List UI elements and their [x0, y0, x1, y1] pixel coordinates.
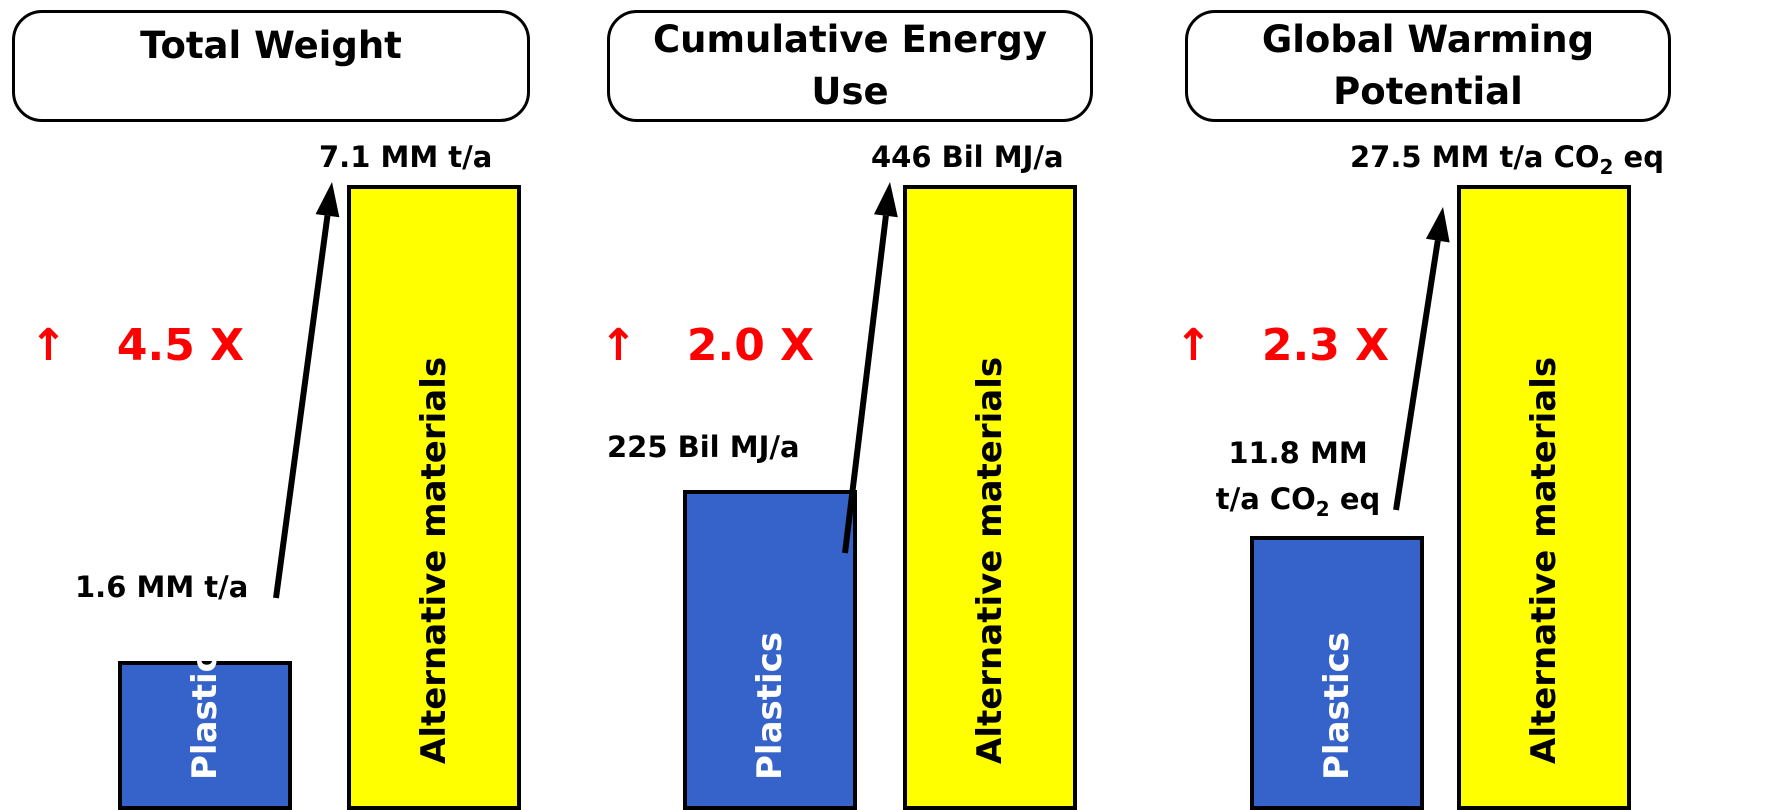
ratio-value: 2.0 X [686, 320, 815, 371]
bar-plastics: Plastics [1250, 536, 1424, 810]
chart-title: Cumulative Energy Use [607, 10, 1093, 122]
ratio-label: ↑ 2.0 X [600, 320, 814, 371]
bar-label-alternative-materials: Alternative materials [414, 356, 454, 764]
increase-arrow-head [1425, 207, 1450, 243]
bar-label-alternative-materials: Alternative materials [970, 356, 1010, 764]
bar-alternative-materials: Alternative materials [903, 185, 1077, 810]
increase-arrow-line [1393, 240, 1441, 511]
bar-label-plastics: Plastics [750, 631, 790, 780]
increase-arrow-line [273, 215, 331, 599]
bar-label-alternative-materials: Alternative materials [1524, 356, 1564, 764]
value-label-plastics: 11.8 MM t/a CO2 eq [1215, 436, 1381, 521]
ratio-value: 4.5 X [116, 320, 245, 371]
bar-label-plastics: Plastics [1317, 631, 1357, 780]
ratio-label: ↑ 4.5 X [30, 320, 244, 371]
up-arrow-icon: ↑ [1175, 320, 1212, 371]
bar-alternative-materials: Alternative materials [347, 185, 521, 810]
value-label-plastics: 1.6 MM t/a [75, 570, 249, 604]
chart-title: Total Weight [12, 10, 530, 122]
bar-plastics: Plastics [118, 632, 292, 810]
value-label-plastics: 225 Bil MJ/a [607, 430, 800, 464]
value-label-alternative-materials: 7.1 MM t/a [319, 140, 493, 174]
increase-arrow-head [873, 182, 898, 218]
chart-title: Global Warming Potential [1185, 10, 1671, 122]
value-label-alternative-materials: 27.5 MM t/a CO2 eq [1350, 140, 1664, 179]
ratio-value: 2.3 X [1261, 320, 1390, 371]
bar-plastics: Plastics [683, 489, 857, 810]
bar-alternative-materials: Alternative materials [1457, 185, 1631, 810]
value-label-alternative-materials: 446 Bil MJ/a [871, 140, 1064, 174]
up-arrow-icon: ↑ [30, 320, 67, 371]
up-arrow-icon: ↑ [600, 320, 637, 371]
ratio-label: ↑ 2.3 X [1175, 320, 1389, 371]
bar-label-plastics: Plastics [185, 631, 225, 780]
increase-arrow-head [315, 182, 340, 218]
